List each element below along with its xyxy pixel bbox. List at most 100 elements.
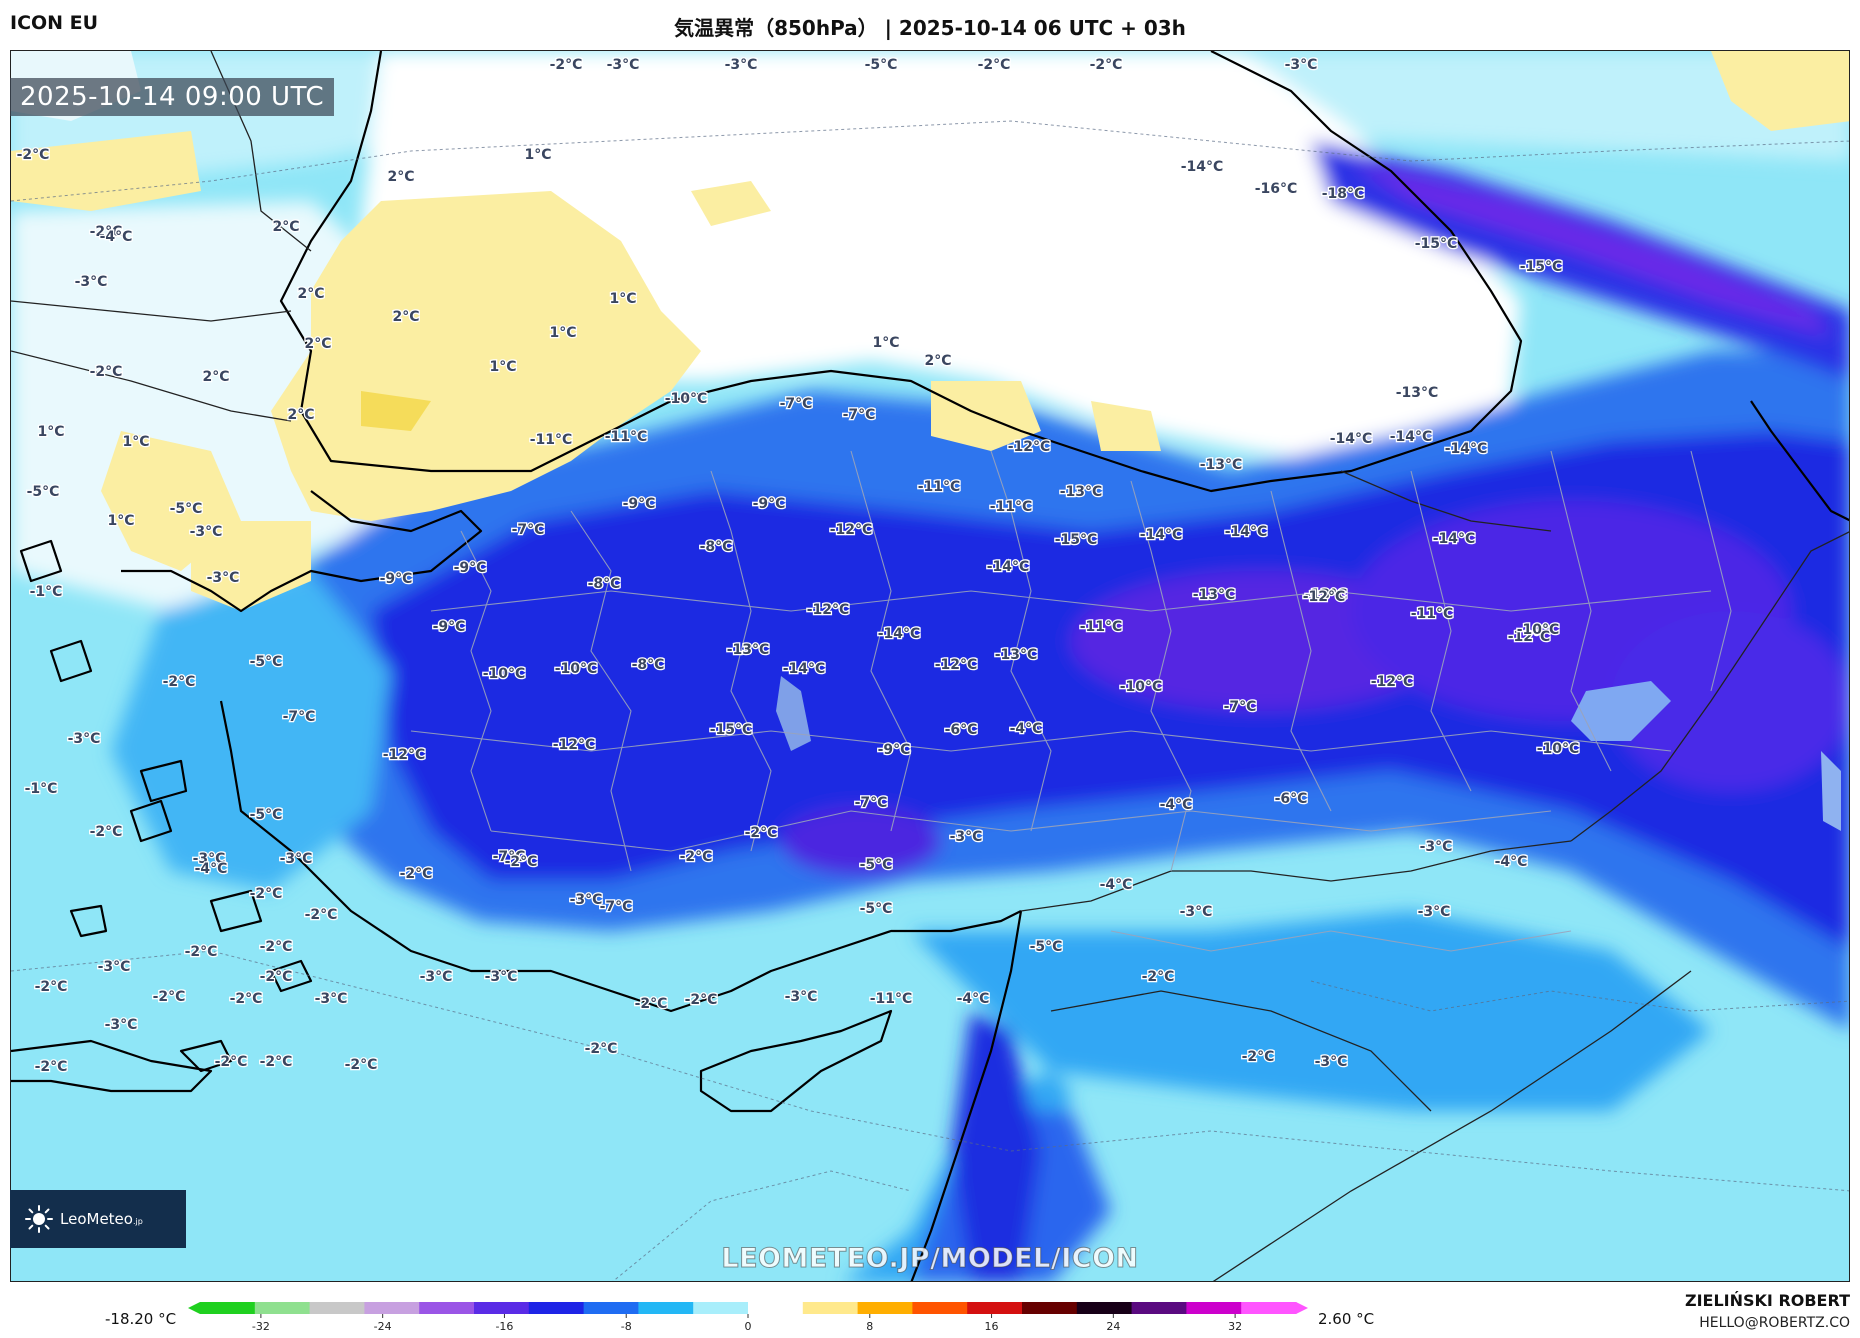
anomaly-value-label: -2°C (230, 991, 263, 1007)
colorbar-cell (1241, 1302, 1297, 1314)
anomaly-value-label: -12°C (1008, 439, 1051, 455)
anomaly-value-label: -12°C (1303, 589, 1346, 605)
anomaly-value-label: -14°C (1433, 531, 1476, 547)
colorbar-cell (1186, 1302, 1242, 1314)
anomaly-value-label: -5°C (860, 901, 893, 917)
anomaly-value-label: -3°C (98, 959, 131, 975)
anomaly-value-label: -2°C (505, 854, 538, 870)
colorbar-min-label: -18.20 °C (105, 1310, 177, 1328)
anomaly-value-label: -9°C (380, 571, 413, 587)
anomaly-value-label: 1°C (122, 434, 149, 450)
anomaly-value-label: 1°C (37, 424, 64, 440)
anomaly-value-label: -3°C (607, 57, 640, 73)
anomaly-value-label: -14°C (1225, 524, 1268, 540)
anomaly-value-label: -4°C (100, 229, 133, 245)
colorbar-cell (309, 1302, 365, 1314)
anomaly-value-label: -2°C (305, 907, 338, 923)
anomaly-value-label: -14°C (1330, 431, 1373, 447)
colorbar: -32 -24 -16 -8 0 8 16 24 32 (188, 1302, 1308, 1333)
anomaly-value-label: -2°C (90, 224, 123, 240)
anomaly-value-label: -2°C (163, 674, 196, 690)
valid-time-badge: 2025-10-14 09:00 UTC (10, 78, 335, 116)
anomaly-value-label: -10°C (555, 661, 598, 677)
leometeo-logo[interactable]: LeoMeteo.jp (10, 1190, 186, 1248)
colorbar-max-label: 2.60 °C (1318, 1310, 1375, 1328)
colorbar-tick-label: 24 (1106, 1320, 1120, 1333)
anomaly-value-label: -14°C (987, 559, 1030, 575)
colorbar-cell (254, 1302, 311, 1314)
anomaly-value-label: -3°C (207, 570, 240, 586)
anomaly-value-label: 2°C (297, 286, 324, 302)
colorbar-cells (188, 1302, 1308, 1314)
anomaly-value-label: -2°C (260, 969, 293, 985)
anomaly-value-label: -7°C (493, 849, 526, 865)
anomaly-value-label: 2°C (392, 309, 419, 325)
anomaly-value-label: -2°C (680, 849, 713, 865)
anomaly-value-label: -7°C (1224, 699, 1257, 715)
anomaly-value-label: -15°C (1055, 532, 1098, 548)
anomaly-value-label: -4°C (195, 861, 228, 877)
coastlines (11, 51, 1849, 1281)
colorbar-cell (857, 1302, 913, 1314)
anomaly-value-label: -7°C (780, 396, 813, 412)
anomaly-value-label: -1°C (25, 781, 58, 797)
map-canvas: -2°C -3°C -3°C -5°C -2°C -2°C -3°C -2°C -2°C -3°C… (11, 51, 1849, 1281)
anomaly-value-label: -3°C (190, 524, 223, 540)
anomaly-value-label: -2°C (17, 147, 50, 163)
value-labels: -2°C -3°C -3°C -5°C -2°C -2°C -3°C -2°C -2°C -3°C… (15, 56, 1580, 1077)
anomaly-value-label: -11°C (1411, 606, 1454, 622)
anomaly-value-label: -15°C (1520, 259, 1563, 275)
anomaly-value-label: -10°C (665, 391, 708, 407)
map-area[interactable]: -2°C -3°C -3°C -5°C -2°C -2°C -3°C -2°C -2°C -3°C… (10, 50, 1850, 1282)
anomaly-value-label: -3°C (1315, 1054, 1348, 1070)
colorbar-ticks: -32 -24 -16 -8 0 8 16 24 32 (252, 1314, 1242, 1333)
anomaly-value-label: 2°C (304, 336, 331, 352)
anomaly-value-label: -8°C (632, 657, 665, 673)
anomaly-value-label: 2°C (924, 353, 951, 369)
anomaly-value-label: -3°C (193, 851, 226, 867)
anomaly-value-label: -13°C (995, 647, 1038, 663)
anomaly-value-label: -12°C (1371, 674, 1414, 690)
anomaly-value-label: -5°C (27, 484, 60, 500)
anomaly-value-label: -4°C (1100, 877, 1133, 893)
anomaly-value-label: 1°C (609, 291, 636, 307)
colorbar-tick-label: 0 (745, 1320, 752, 1333)
author-email[interactable]: HELLO@ROBERTZ.CO (1699, 1315, 1850, 1331)
anomaly-value-label: -7°C (843, 407, 876, 423)
colorbar-cell (802, 1302, 859, 1314)
anomaly-value-label: -10°C (483, 666, 526, 682)
anomaly-value-label: 1°C (872, 335, 899, 351)
anomaly-value-label: -8°C (700, 539, 733, 555)
anomaly-value-label: -2°C (550, 57, 583, 73)
model-name: ICON EU (10, 12, 99, 34)
anomaly-value-label: -7°C (600, 899, 633, 915)
anomaly-value-label: 1°C (549, 325, 576, 341)
anomaly-value-label: -14°C (878, 626, 921, 642)
anomaly-value-label: 2°C (272, 219, 299, 235)
anomaly-value-label: -2°C (35, 1059, 68, 1075)
anomaly-value-label: -12°C (830, 522, 873, 538)
anomaly-value-label: -2°C (90, 824, 123, 840)
colorbar-cell (200, 1302, 256, 1314)
anomaly-value-label: -11°C (918, 479, 961, 495)
colorbar-tick-label: 32 (1228, 1320, 1242, 1333)
anomaly-value-label: -3°C (1180, 904, 1213, 920)
anomaly-value-label: -4°C (1495, 854, 1528, 870)
anomaly-value-label: -10°C (1120, 679, 1163, 695)
anomaly-value-label: -5°C (1030, 939, 1063, 955)
anomaly-value-label: -2°C (260, 939, 293, 955)
colorbar-cell (1022, 1302, 1078, 1314)
author-name: ZIELIŃSKI ROBERT (1684, 1291, 1850, 1310)
anomaly-value-label: -12°C (553, 737, 596, 753)
anomaly-value-label: -15°C (1415, 236, 1458, 252)
anomaly-value-label: -13°C (1305, 587, 1348, 603)
anomaly-value-label: -4°C (1010, 721, 1043, 737)
anomaly-value-label: -14°C (1390, 429, 1433, 445)
anomaly-value-label: -4°C (1160, 797, 1193, 813)
anomaly-value-label: -11°C (530, 432, 573, 448)
anomaly-value-label: -1°C (30, 584, 63, 600)
anomaly-value-label: -2°C (250, 886, 283, 902)
anomaly-value-label: -9°C (878, 742, 911, 758)
chart-title: 気温異常（850hPa） | 2025-10-14 06 UTC + 03h (674, 16, 1186, 40)
anomaly-value-label: 2°C (387, 169, 414, 185)
